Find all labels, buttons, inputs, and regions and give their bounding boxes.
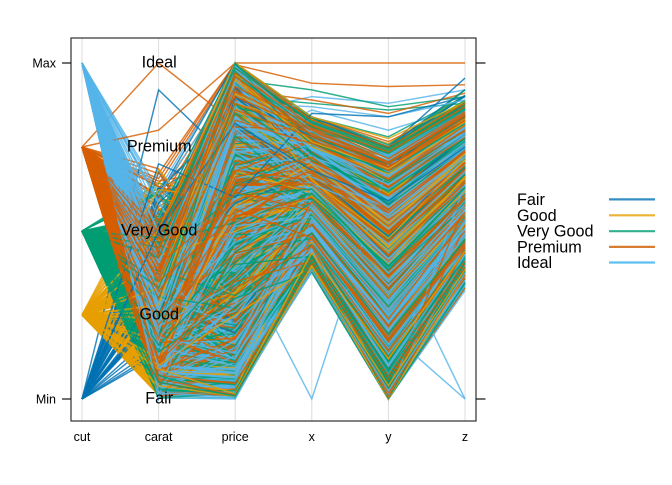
- svg-text:cut: cut: [74, 430, 91, 444]
- svg-text:Min: Min: [36, 393, 56, 407]
- svg-text:Ideal: Ideal: [142, 54, 177, 72]
- svg-text:Fair: Fair: [145, 390, 173, 408]
- svg-text:price: price: [222, 430, 249, 444]
- svg-text:Ideal: Ideal: [517, 254, 552, 272]
- svg-text:Good: Good: [517, 207, 557, 225]
- svg-text:x: x: [309, 430, 316, 444]
- svg-text:Premium: Premium: [517, 238, 582, 256]
- svg-text:z: z: [462, 430, 468, 444]
- svg-text:y: y: [385, 430, 392, 444]
- svg-text:carat: carat: [145, 430, 173, 444]
- svg-text:Very Good: Very Good: [517, 223, 594, 241]
- svg-text:Premium: Premium: [127, 138, 192, 156]
- svg-text:Max: Max: [32, 57, 56, 71]
- svg-text:Fair: Fair: [517, 191, 545, 209]
- svg-text:Very Good: Very Good: [121, 222, 198, 240]
- svg-text:Good: Good: [139, 306, 179, 324]
